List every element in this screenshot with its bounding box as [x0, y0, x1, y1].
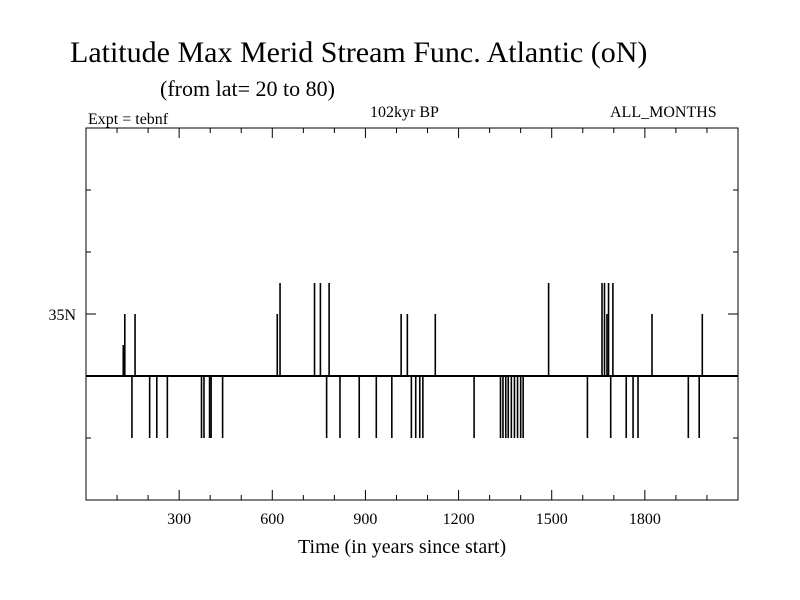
months-label: ALL_MONTHS [610, 104, 717, 121]
x-tick-label: 1800 [629, 511, 661, 528]
experiment-label: Expt = tebnf [88, 111, 169, 128]
period-label: 102kyr BP [370, 104, 439, 121]
chart-title: Latitude Max Merid Stream Func. Atlantic… [70, 36, 648, 69]
ticks-layer: 300 600 900 1200 1500 1800 35N [48, 128, 738, 528]
spikes-layer [122, 283, 704, 438]
x-tick-label: 1500 [536, 511, 568, 528]
x-tick-label: 600 [260, 511, 284, 528]
x-axis-label: Time (in years since start) [298, 536, 507, 558]
chart-subtitle: (from lat= 20 to 80) [160, 76, 335, 101]
x-tick-label: 900 [353, 511, 377, 528]
y-tick-label: 35N [48, 307, 76, 324]
x-tick-label: 1200 [443, 511, 475, 528]
plot-frame [85, 127, 739, 501]
x-tick-label: 300 [167, 511, 191, 528]
